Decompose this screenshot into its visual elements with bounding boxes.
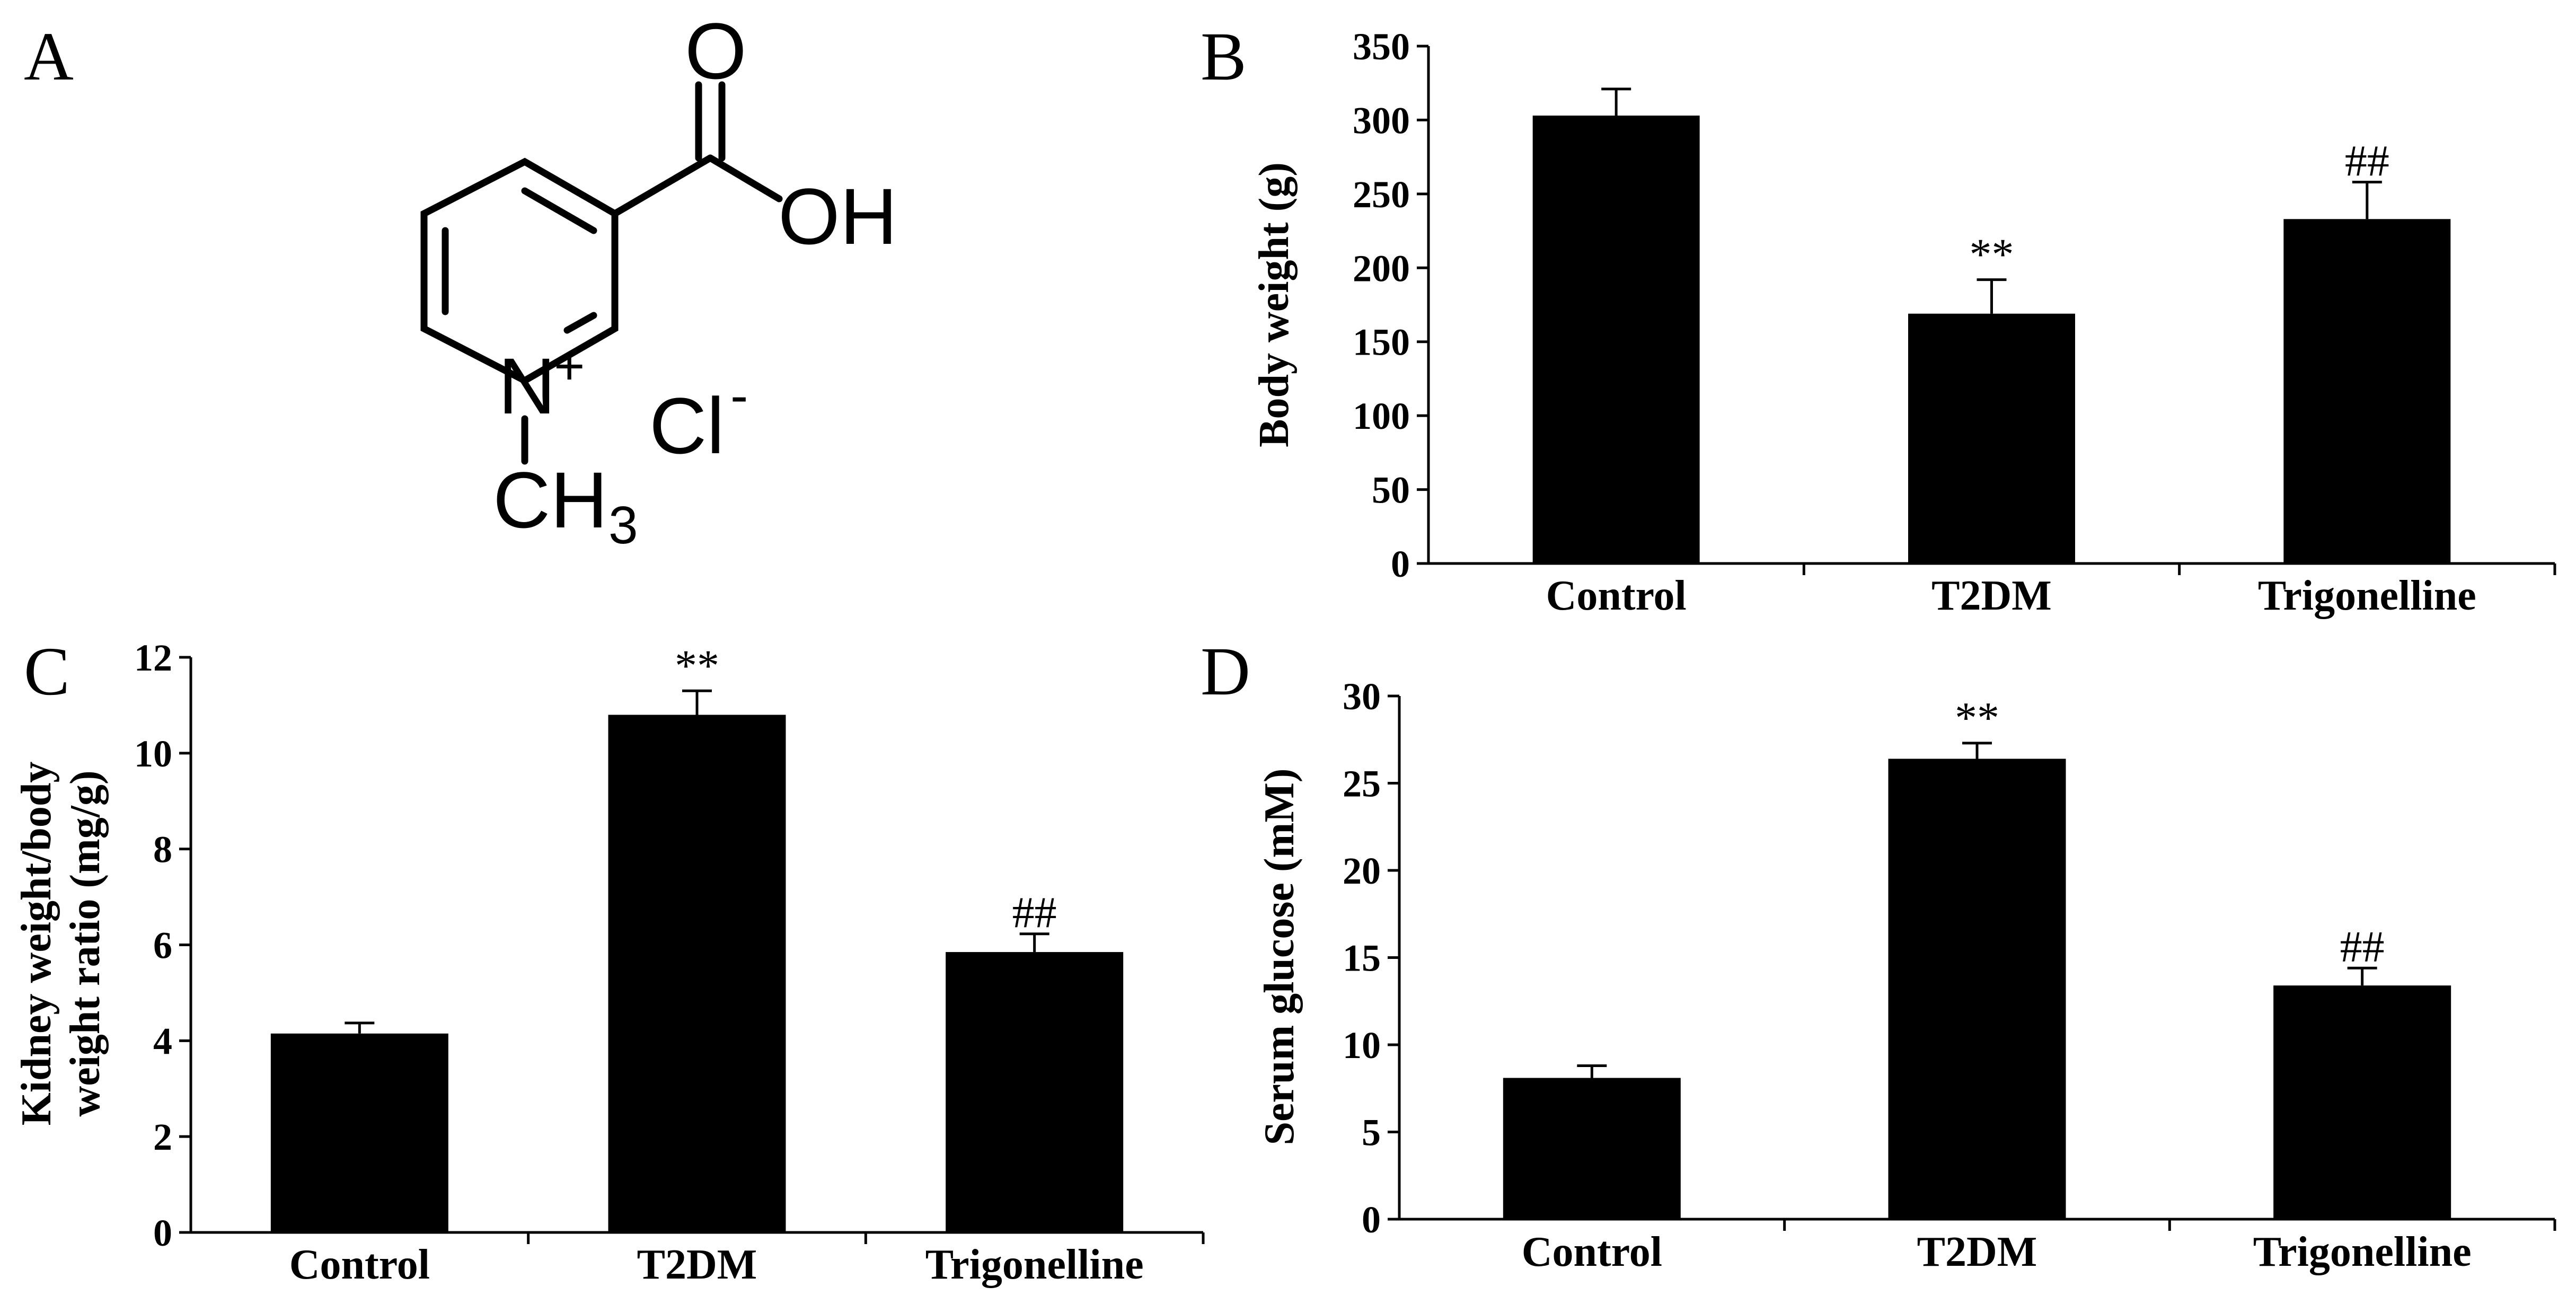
y-tick-label: 100 <box>1353 395 1410 437</box>
atom-methyl: CH <box>493 455 608 544</box>
y-tick-label: 50 <box>1372 469 1410 512</box>
x-category-label: Trigonelline <box>2258 572 2476 619</box>
bar-t2dm <box>608 715 786 1232</box>
ring-double-bond <box>521 187 597 234</box>
bar-trigonelline <box>946 952 1124 1232</box>
y-axis-label: Serum glucose (mM) <box>1256 769 1303 1145</box>
y-tick-label: 200 <box>1353 247 1410 289</box>
x-category-label: T2DM <box>1917 1229 2037 1275</box>
atom-nitrogen: N <box>498 341 555 430</box>
bar-trigonelline <box>2273 985 2451 1219</box>
x-category-label: Control <box>1546 572 1687 619</box>
panel-letter-d: D <box>1201 633 1250 710</box>
y-tick-label: 0 <box>153 1212 172 1254</box>
chloride-charge: - <box>730 366 748 425</box>
y-tick-label: 300 <box>1353 99 1410 142</box>
y-tick-label: 12 <box>134 637 172 679</box>
atom-hydroxyl: OH <box>778 172 897 261</box>
y-tick-label: 25 <box>1343 763 1381 805</box>
significance-mark: ## <box>2340 922 2385 972</box>
significance-mark: ** <box>1955 693 1999 743</box>
panel-letter-b: B <box>1201 19 1247 95</box>
x-category-label: T2DM <box>637 1241 757 1288</box>
bar-control <box>270 1033 448 1232</box>
y-tick-label: 4 <box>153 1020 172 1062</box>
y-tick-label: 150 <box>1353 321 1410 364</box>
y-tick-label: 0 <box>1391 543 1410 585</box>
y-tick-label: 2 <box>153 1116 172 1158</box>
y-tick-label: 30 <box>1343 675 1381 718</box>
y-axis-label: Body weight (g) <box>1251 162 1298 447</box>
chart-body-weight: 0 50 100 150 200 250 300 350 Control ** T2DM ## Trig… <box>1251 25 2556 619</box>
chart-serum-glucose: 0 5 10 15 20 25 30 Control ** T2DM ## Trigonelline S… <box>1256 675 2556 1275</box>
bar-control <box>1532 116 1700 563</box>
atom-chloride: Cl <box>649 381 725 470</box>
y-axis-label-line: Kidney weight/body <box>13 762 60 1126</box>
y-tick-label: 350 <box>1353 25 1410 68</box>
bar-control <box>1503 1078 1681 1219</box>
trigonelline-structure <box>420 81 783 465</box>
y-tick-label: 10 <box>1343 1024 1381 1067</box>
y-tick-label: 0 <box>1362 1199 1381 1241</box>
bar-t2dm <box>1888 759 2066 1219</box>
y-tick-label: 250 <box>1353 173 1410 216</box>
x-category-label: Control <box>1522 1229 1662 1275</box>
nitrogen-charge: + <box>554 337 585 396</box>
ring-double-bond <box>563 312 597 334</box>
y-axis-label: Kidney weight/bodyweight ratio (mg/g) <box>13 762 109 1126</box>
x-category-label: Trigonelline <box>925 1241 1144 1288</box>
y-tick-label: 15 <box>1343 937 1381 980</box>
significance-mark: ## <box>2345 137 2389 186</box>
carboxyl-bond <box>611 154 714 217</box>
x-category-label: Control <box>289 1241 430 1288</box>
bar-t2dm <box>1908 313 2075 563</box>
significance-mark: ** <box>1970 230 2014 279</box>
panel-letter-c: C <box>24 633 70 710</box>
panel-letter-a: A <box>24 19 74 95</box>
x-category-label: T2DM <box>1931 572 2052 619</box>
atom-carbonyl-o: O <box>685 6 747 95</box>
significance-mark: ** <box>675 641 719 690</box>
y-tick-label: 20 <box>1343 850 1381 892</box>
y-tick-label: 5 <box>1362 1112 1381 1154</box>
significance-mark: ## <box>1012 888 1057 938</box>
x-category-label: Trigonelline <box>2253 1229 2472 1275</box>
y-tick-label: 6 <box>153 924 172 967</box>
methyl-subscript: 3 <box>608 496 638 555</box>
y-tick-label: 8 <box>153 829 172 871</box>
y-tick-label: 10 <box>134 733 172 775</box>
y-axis-label-line: weight ratio (mg/g) <box>62 770 109 1116</box>
chart-kidney-ratio: 0 2 4 6 8 10 12 Control ** T2DM ## Trigonelline Kidn… <box>13 637 1205 1288</box>
hydroxyl-bond <box>707 154 783 202</box>
bar-trigonelline <box>2283 219 2451 564</box>
